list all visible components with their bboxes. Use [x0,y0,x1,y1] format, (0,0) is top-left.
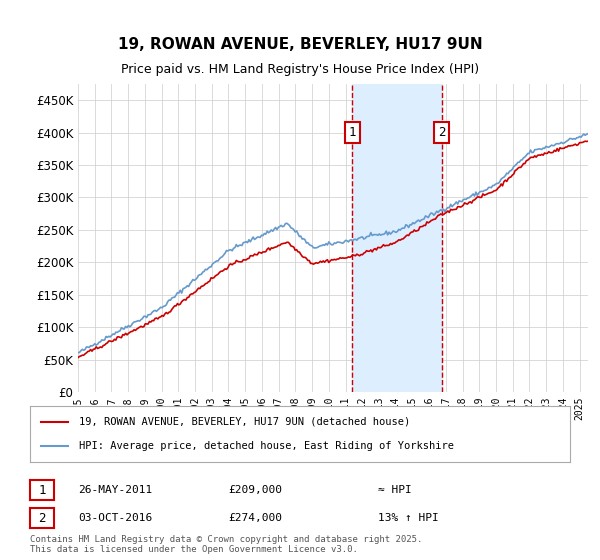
Text: 03-OCT-2016: 03-OCT-2016 [78,513,152,523]
Text: 2: 2 [438,126,445,139]
Text: £209,000: £209,000 [228,485,282,495]
Text: 1: 1 [349,126,356,139]
Text: 19, ROWAN AVENUE, BEVERLEY, HU17 9UN (detached house): 19, ROWAN AVENUE, BEVERLEY, HU17 9UN (de… [79,417,410,427]
Text: 26-MAY-2011: 26-MAY-2011 [78,485,152,495]
Text: 13% ↑ HPI: 13% ↑ HPI [378,513,439,523]
Text: 1: 1 [38,483,46,497]
Text: HPI: Average price, detached house, East Riding of Yorkshire: HPI: Average price, detached house, East… [79,441,454,451]
Text: ≈ HPI: ≈ HPI [378,485,412,495]
Bar [352,84,442,392]
Text: £274,000: £274,000 [228,513,282,523]
Text: 2: 2 [38,511,46,525]
Text: Contains HM Land Registry data © Crown copyright and database right 2025.
This d: Contains HM Land Registry data © Crown c… [30,535,422,554]
Text: 19, ROWAN AVENUE, BEVERLEY, HU17 9UN: 19, ROWAN AVENUE, BEVERLEY, HU17 9UN [118,38,482,52]
Text: Price paid vs. HM Land Registry's House Price Index (HPI): Price paid vs. HM Land Registry's House … [121,63,479,77]
